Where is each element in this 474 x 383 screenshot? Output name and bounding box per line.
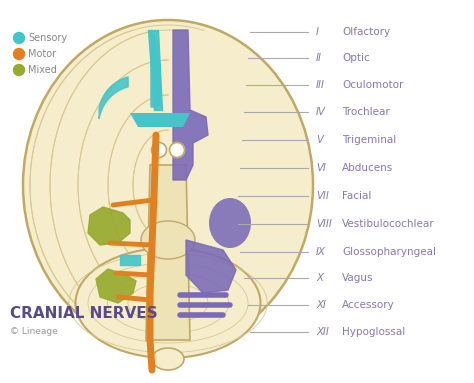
Text: Glossopharyngeal: Glossopharyngeal [342, 247, 436, 257]
Circle shape [170, 142, 184, 157]
Text: Mixed: Mixed [28, 65, 57, 75]
Polygon shape [186, 240, 236, 293]
Text: © Lineage: © Lineage [10, 327, 58, 336]
Text: Vestibulocochlear: Vestibulocochlear [342, 219, 435, 229]
Text: Trochlear: Trochlear [342, 107, 390, 117]
Text: X: X [316, 273, 323, 283]
Text: IX: IX [316, 247, 326, 257]
Ellipse shape [209, 198, 251, 248]
Text: Vagus: Vagus [342, 273, 374, 283]
Circle shape [13, 33, 25, 44]
Text: VIII: VIII [316, 219, 332, 229]
Text: Oculomotor: Oculomotor [342, 80, 403, 90]
Polygon shape [146, 165, 190, 340]
Text: V: V [316, 135, 323, 145]
Ellipse shape [23, 20, 313, 350]
Text: Abducens: Abducens [342, 163, 393, 173]
Text: XII: XII [316, 327, 329, 337]
Text: Motor: Motor [28, 49, 56, 59]
Ellipse shape [75, 248, 261, 358]
Text: XI: XI [316, 300, 326, 310]
Text: CRANIAL NERVES: CRANIAL NERVES [10, 306, 158, 321]
Text: Accessory: Accessory [342, 300, 395, 310]
Polygon shape [96, 269, 136, 303]
Polygon shape [151, 35, 160, 107]
Ellipse shape [141, 221, 195, 259]
Polygon shape [130, 113, 190, 127]
Ellipse shape [152, 348, 184, 370]
Text: I: I [316, 27, 319, 37]
Text: Trigeminal: Trigeminal [342, 135, 396, 145]
Polygon shape [88, 207, 130, 245]
Polygon shape [120, 255, 140, 265]
Text: II: II [316, 53, 322, 63]
Circle shape [152, 142, 166, 157]
Text: Optic: Optic [342, 53, 370, 63]
Text: IV: IV [316, 107, 326, 117]
Polygon shape [173, 30, 208, 180]
Text: Olfactory: Olfactory [342, 27, 390, 37]
Circle shape [13, 64, 25, 75]
Text: VII: VII [316, 191, 329, 201]
Text: III: III [316, 80, 325, 90]
Text: Hypoglossal: Hypoglossal [342, 327, 405, 337]
Text: VI: VI [316, 163, 326, 173]
Text: Facial: Facial [342, 191, 371, 201]
Circle shape [13, 49, 25, 59]
Text: Sensory: Sensory [28, 33, 67, 43]
